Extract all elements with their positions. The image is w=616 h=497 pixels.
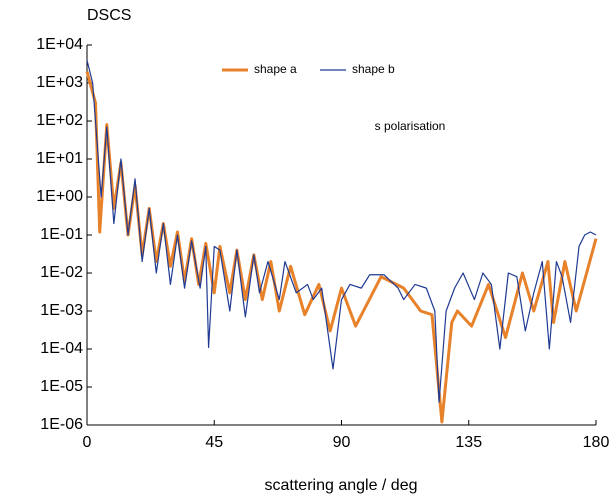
x-tick-label: 45 bbox=[205, 434, 223, 451]
y-tick-label: 1E+04 bbox=[36, 36, 83, 53]
x-tick-label: 135 bbox=[455, 434, 482, 451]
y-tick-label: 1E+01 bbox=[36, 150, 83, 167]
x-tick-label: 90 bbox=[333, 434, 351, 451]
y-tick-label: 1E-01 bbox=[40, 226, 83, 243]
legend-label: shape b bbox=[352, 62, 395, 76]
y-tick-label: 1E+00 bbox=[36, 188, 83, 205]
legend-label: shape a bbox=[254, 62, 297, 76]
y-tick-label: 1E-05 bbox=[40, 378, 83, 395]
y-tick-label: 1E+02 bbox=[36, 112, 83, 129]
chart-title: DSCS bbox=[87, 7, 131, 24]
y-tick-label: 1E-06 bbox=[40, 416, 83, 433]
y-tick-label: 1E-04 bbox=[40, 340, 83, 357]
y-tick-label: 1E-02 bbox=[40, 264, 83, 281]
y-tick-label: 1E-03 bbox=[40, 302, 83, 319]
series-line bbox=[86, 59, 597, 403]
y-tick-label: 1E+03 bbox=[36, 74, 83, 91]
x-axis-label: scattering angle / deg bbox=[265, 477, 418, 494]
x-tick-label: 180 bbox=[583, 434, 610, 451]
series-line bbox=[85, 71, 598, 424]
annotation: s polarisation bbox=[375, 119, 446, 133]
x-tick-label: 0 bbox=[83, 434, 92, 451]
